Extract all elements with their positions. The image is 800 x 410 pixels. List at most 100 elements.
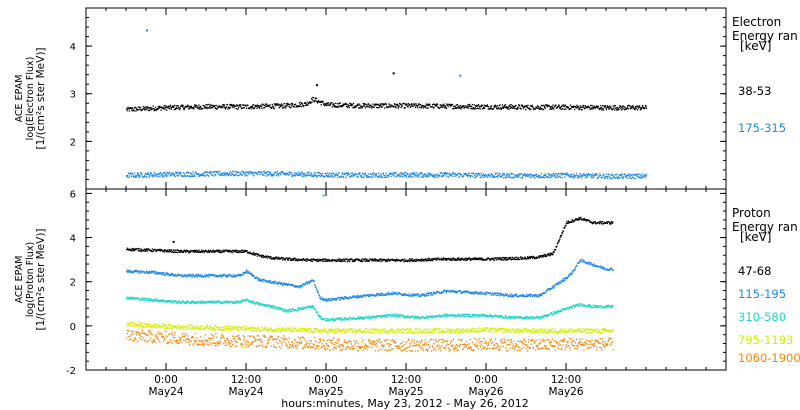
data-point — [499, 257, 501, 259]
data-point — [341, 259, 343, 261]
data-point — [417, 293, 419, 295]
data-point — [304, 284, 306, 286]
data-point — [386, 259, 388, 262]
data-point — [161, 176, 163, 178]
data-point — [163, 272, 165, 274]
data-point — [263, 304, 265, 306]
data-point — [579, 105, 581, 107]
data-point — [217, 170, 219, 173]
data-point — [453, 290, 455, 292]
data-point — [487, 257, 489, 259]
data-point — [621, 174, 623, 177]
data-point — [263, 303, 265, 306]
data-point — [510, 104, 512, 106]
data-point — [259, 303, 261, 305]
data-point — [397, 293, 399, 295]
data-point — [644, 107, 646, 109]
data-point — [602, 223, 605, 225]
data-point — [551, 108, 553, 110]
data-point — [159, 273, 161, 275]
data-point — [204, 106, 207, 108]
data-point — [254, 104, 256, 106]
data-point — [367, 260, 369, 262]
data-point — [609, 177, 611, 179]
data-point — [456, 259, 459, 261]
data-point — [315, 311, 317, 313]
data-point — [578, 108, 580, 111]
data-point — [630, 108, 632, 110]
data-point — [285, 311, 287, 313]
data-point — [403, 107, 405, 109]
data-point — [631, 106, 633, 109]
data-point — [185, 251, 187, 253]
data-point — [546, 289, 548, 291]
data-point — [306, 306, 308, 309]
data-point — [342, 103, 344, 105]
data-point — [218, 300, 220, 302]
data-point — [470, 175, 472, 177]
data-point — [336, 298, 339, 300]
data-point — [264, 279, 266, 281]
data-point — [442, 105, 445, 107]
data-point — [300, 308, 302, 310]
data-point — [480, 172, 482, 175]
data-point — [417, 104, 419, 106]
data-point — [350, 172, 352, 174]
data-point — [368, 260, 370, 262]
data-point — [427, 260, 429, 262]
data-point — [281, 259, 284, 261]
data-point — [350, 317, 353, 320]
data-point — [286, 310, 288, 313]
data-point — [421, 258, 423, 260]
data-point — [240, 274, 242, 276]
data-point — [421, 104, 424, 107]
data-point — [534, 177, 536, 179]
data-point — [406, 315, 408, 317]
data-point — [567, 173, 569, 176]
data-point — [449, 259, 451, 261]
data-point — [420, 104, 422, 106]
data-point — [618, 175, 620, 177]
data-point — [585, 174, 587, 176]
data-point — [602, 220, 604, 223]
data-point — [288, 171, 290, 173]
data-point — [502, 107, 504, 109]
data-point — [212, 251, 215, 253]
data-point — [286, 104, 288, 106]
data-point — [357, 173, 360, 175]
data-point — [202, 300, 204, 302]
data-point — [627, 174, 629, 176]
data-point — [463, 107, 466, 109]
data-point — [285, 174, 287, 176]
data-point — [392, 174, 394, 176]
data-point — [600, 174, 602, 177]
data-point — [174, 173, 176, 176]
data-point — [426, 316, 428, 318]
data-point — [414, 173, 416, 175]
data-point — [144, 174, 146, 176]
data-point — [532, 106, 534, 108]
data-point — [320, 101, 322, 103]
data-point — [274, 105, 277, 107]
data-point — [202, 276, 204, 278]
data-point — [385, 316, 387, 318]
data-point — [606, 176, 608, 178]
data-point — [187, 276, 189, 278]
data-point — [381, 294, 383, 296]
data-point — [332, 173, 334, 175]
data-point — [314, 284, 316, 286]
data-point — [171, 174, 173, 176]
data-point — [226, 276, 228, 278]
data-point — [337, 318, 339, 320]
data-point — [606, 105, 608, 107]
data-point — [503, 105, 505, 107]
data-point — [357, 259, 359, 261]
data-point — [581, 109, 583, 111]
data-point — [243, 251, 245, 253]
data-point — [267, 174, 270, 176]
data-point — [295, 173, 298, 175]
data-point — [451, 291, 453, 293]
data-point — [357, 296, 359, 298]
data-point — [131, 271, 133, 273]
data-point — [145, 176, 147, 178]
